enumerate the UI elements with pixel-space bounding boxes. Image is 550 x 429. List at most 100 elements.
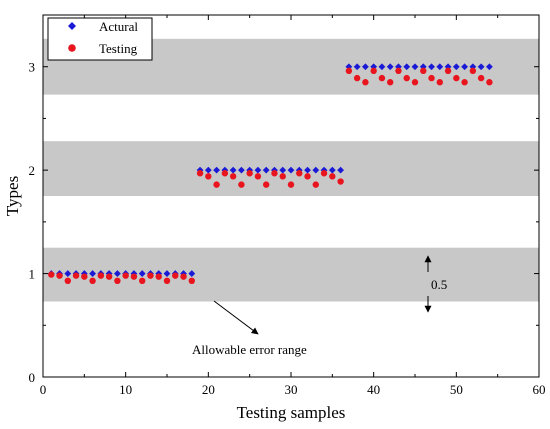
testing-point [461,79,468,86]
legend: Actural Testing [47,17,153,61]
x-tick-label: 20 [202,382,215,397]
annotation-band-width: 0.5 [424,255,447,313]
actural-point [362,63,369,71]
y-tick-label: 2 [29,163,36,178]
x-tick-label: 0 [40,382,47,397]
testing-point [213,181,220,188]
actural-point [378,63,386,71]
data-points [47,63,493,285]
actural-point [204,166,212,174]
legend-box [47,17,153,61]
x-tick-label: 60 [533,382,546,397]
actural-point [304,166,311,174]
testing-point [312,181,319,188]
testing-point [254,173,262,180]
actural-point [411,63,419,71]
testing-point [229,173,237,180]
legend-testing-label: Testing [99,41,138,56]
testing-point [477,74,485,82]
x-tick-label: 10 [119,382,132,397]
band-width-label: 0.5 [431,277,447,292]
annotation-allowable-error: Allowable error range [192,300,307,357]
actural-point [64,270,72,277]
testing-point [403,74,410,82]
actural-point [238,166,245,174]
y-tick-label: 3 [29,60,36,75]
testing-point [139,277,146,285]
testing-point [163,277,171,285]
testing-point [378,74,386,82]
testing-point [205,173,212,180]
y-axis-title: Types [3,176,22,216]
axis-ticks [42,15,540,378]
testing-point [469,67,477,75]
legend-actural-label: Actural [99,19,138,34]
actural-point [262,166,270,174]
actural-point [486,63,493,71]
actural-point [395,63,402,71]
testing-point [329,173,336,180]
actural-point [436,63,444,71]
testing-point [105,273,113,280]
testing-point [296,170,303,177]
actural-point [213,166,220,174]
actural-point [477,63,485,71]
testing-point [353,74,361,82]
testing-point [147,272,154,279]
testing-point [395,67,402,75]
actural-point [461,63,468,71]
actural-point [452,63,460,71]
actural-point [229,166,237,174]
testing-point [444,67,452,75]
allowable-error-arrow [213,300,259,335]
testing-point [279,173,286,180]
testing-point [420,67,427,75]
actural-point [312,166,320,174]
actural-point [419,63,427,71]
actural-point [403,63,411,71]
testing-point [238,181,245,188]
testing-point [196,170,204,177]
testing-point [337,178,344,185]
testing-point [246,170,253,177]
testing-point [304,173,311,180]
testing-point [114,277,121,285]
testing-point [370,67,377,75]
actural-point [138,270,146,277]
legend-actural-marker [68,22,76,30]
x-tick-label: 30 [285,382,298,397]
actural-point [353,63,361,71]
testing-point [320,170,328,177]
testing-point [81,273,88,280]
actural-point [337,166,344,174]
testing-point [56,272,63,279]
testing-point [64,277,72,285]
testing-point [130,273,138,280]
actural-point [428,63,435,71]
actural-point [114,270,121,277]
x-tick-label: 40 [367,382,380,397]
testing-point [122,272,129,279]
testing-point [48,271,55,278]
actural-point [279,166,287,174]
x-axis-title: Testing samples [237,403,346,422]
testing-point [97,272,105,279]
testing-point [263,181,270,188]
testing-point [428,74,435,82]
testing-point [155,273,162,280]
testing-point [188,277,195,285]
actural-point [163,270,171,277]
legend-testing-marker [68,44,76,52]
testing-point [287,181,295,188]
testing-point [436,79,443,86]
actural-point [254,166,262,174]
actural-point [287,166,295,174]
y-tick-label: 0 [29,370,36,385]
tick-labels: 0 10 20 30 40 50 60 0 1 2 3 [29,60,546,397]
testing-point [89,277,96,285]
actural-point [328,166,336,174]
testing-point [345,67,353,75]
actural-point [188,270,196,277]
allowable-error-label: Allowable error range [192,342,307,357]
